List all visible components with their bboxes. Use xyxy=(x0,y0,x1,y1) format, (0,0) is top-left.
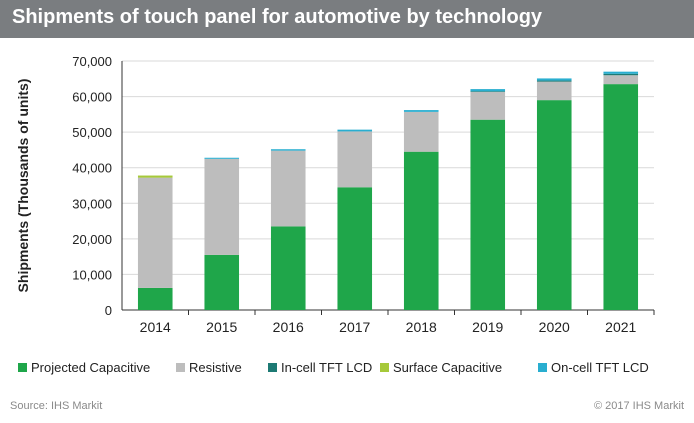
x-tick-label: 2018 xyxy=(406,319,437,335)
chart-legend: Projected Capacitive Resistive In-cell TFT… xyxy=(18,360,694,378)
legend-swatch xyxy=(176,363,185,373)
legend-swatch xyxy=(18,363,27,373)
y-tick-label: 10,000 xyxy=(72,267,112,282)
bar-projected-capacitive-2018 xyxy=(403,151,439,310)
x-tick-label: 2020 xyxy=(539,319,570,335)
bar-resistive-2019 xyxy=(470,91,506,120)
y-tick-label: 70,000 xyxy=(72,54,112,69)
bar-on-cell-tft-lcd-2019 xyxy=(470,89,506,92)
legend-label: In-cell TFT LCD xyxy=(281,360,373,375)
bar-resistive-2017 xyxy=(337,131,373,188)
y-tick-label: 0 xyxy=(105,303,112,318)
bar-projected-capacitive-2021 xyxy=(603,84,639,310)
legend-item: Projected Capacitive xyxy=(18,360,150,378)
bar-projected-capacitive-2016 xyxy=(270,226,306,310)
bar-on-cell-tft-lcd-2018 xyxy=(403,110,439,112)
y-axis-title: Shipments (Thousands of units) xyxy=(15,79,31,293)
bar-in-cell-tft-lcd-2020 xyxy=(536,80,572,82)
legend-label: Surface Capacitive xyxy=(393,360,503,375)
bar-on-cell-tft-lcd-2021 xyxy=(603,71,639,74)
bar-resistive-2016 xyxy=(270,150,306,227)
bar-resistive-2021 xyxy=(603,75,639,85)
legend-swatch xyxy=(268,363,277,373)
y-tick-label: 30,000 xyxy=(72,196,112,211)
bar-on-cell-tft-lcd-2016 xyxy=(270,149,306,151)
y-tick-label: 60,000 xyxy=(72,90,112,105)
bar-projected-capacitive-2020 xyxy=(536,100,572,310)
bar-projected-capacitive-2014 xyxy=(137,287,173,310)
stacked-bar-chart: 0 10,000 20,000 30,000 40,000 50,000 60,000 70,… xyxy=(15,54,655,335)
bar-on-cell-tft-lcd-2020 xyxy=(536,78,572,81)
bar-in-cell-tft-lcd-2019 xyxy=(470,91,506,92)
legend-label: Projected Capacitive xyxy=(31,360,151,375)
y-tick-label: 50,000 xyxy=(72,125,112,140)
x-tick-label: 2014 xyxy=(140,319,171,335)
legend-item: On-cell TFT LCD xyxy=(538,360,649,378)
bar-in-cell-tft-lcd-2021 xyxy=(603,73,639,76)
x-tick-label: 2019 xyxy=(472,319,503,335)
bar-surface-capacitive-2014 xyxy=(137,175,173,178)
bar-resistive-2018 xyxy=(403,111,439,152)
legend-item: Resistive xyxy=(176,360,242,378)
copyright-note: © 2017 IHS Markit xyxy=(593,400,684,412)
y-tick-label: 40,000 xyxy=(72,161,112,176)
bar-resistive-2014 xyxy=(137,177,173,288)
bar-projected-capacitive-2017 xyxy=(337,187,373,310)
bar-projected-capacitive-2019 xyxy=(470,119,506,310)
chart-title: Shipments of touch panel for automotive … xyxy=(12,6,543,28)
bar-resistive-2015 xyxy=(204,158,240,255)
bar-projected-capacitive-2015 xyxy=(204,254,240,310)
legend-swatch xyxy=(380,363,389,373)
bar-resistive-2020 xyxy=(536,81,572,101)
x-tick-label: 2016 xyxy=(273,319,304,335)
x-tick-label: 2017 xyxy=(339,319,370,335)
legend-label: Resistive xyxy=(189,360,242,375)
x-tick-label: 2015 xyxy=(206,319,237,335)
x-tick-label: 2021 xyxy=(605,319,636,335)
source-note: Source: IHS Markit xyxy=(10,400,103,412)
y-tick-label: 20,000 xyxy=(72,232,112,247)
legend-item: In-cell TFT LCD xyxy=(268,360,372,378)
legend-swatch xyxy=(538,363,547,373)
legend-item: Surface Capacitive xyxy=(380,360,502,378)
legend-label: On-cell TFT LCD xyxy=(551,360,649,375)
title-bar: Shipments of touch panel for automotive … xyxy=(0,0,694,38)
bar-on-cell-tft-lcd-2015 xyxy=(204,157,240,159)
bar-on-cell-tft-lcd-2017 xyxy=(337,129,373,132)
